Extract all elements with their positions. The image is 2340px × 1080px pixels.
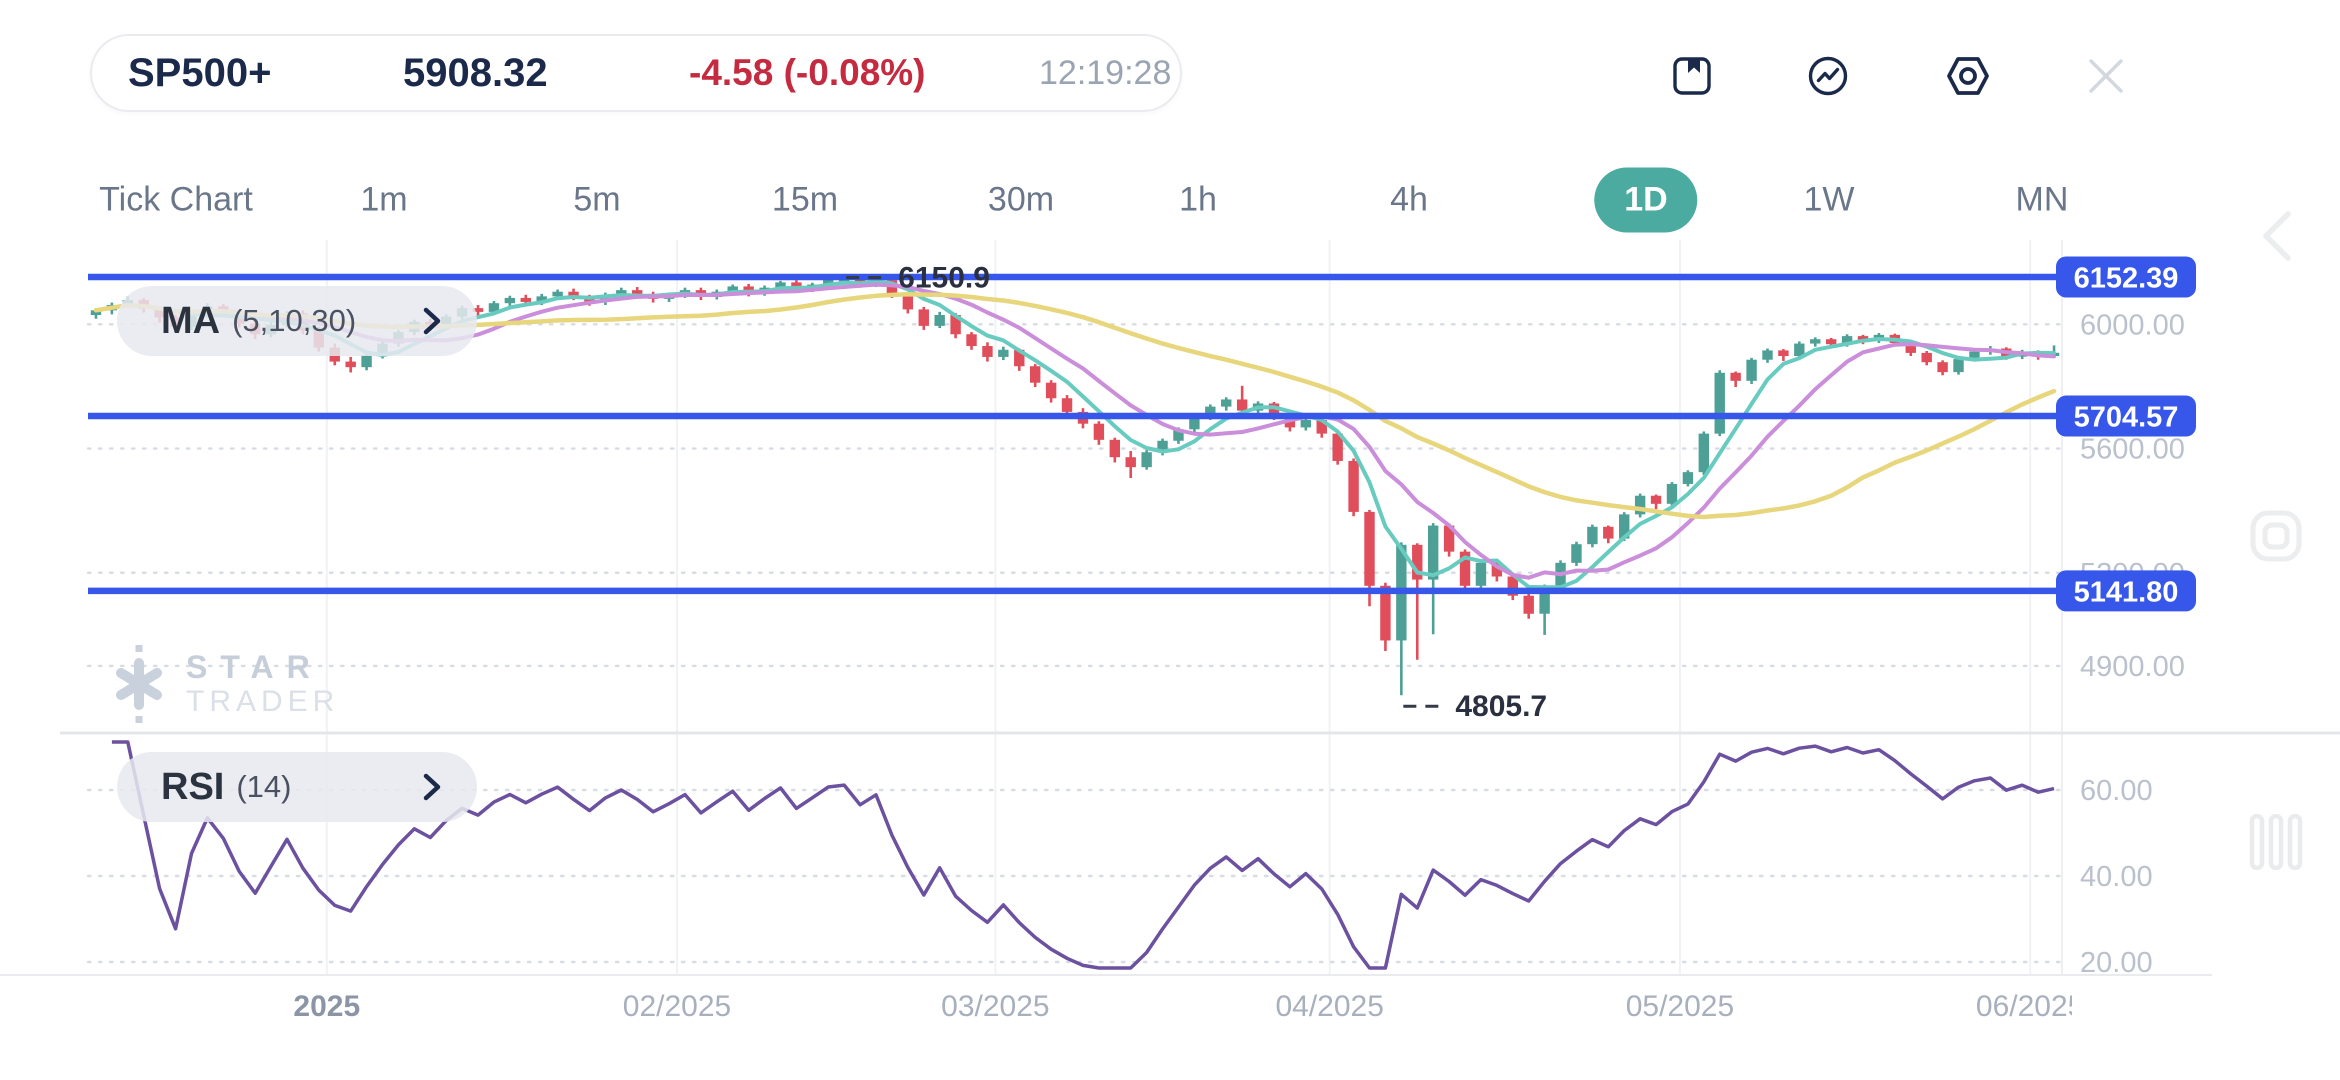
- tab-5m[interactable]: 5m: [555, 169, 638, 232]
- tab-mn[interactable]: MN: [1998, 169, 2087, 232]
- last-price: 5908.32: [403, 51, 548, 95]
- price-level[interactable]: 5704.57: [88, 395, 2196, 437]
- collapse-panel-button[interactable]: [2252, 208, 2308, 267]
- symbol-header: SP500+ 5908.32 -4.58 (-0.08%) 12:19:28: [90, 34, 1182, 112]
- window-icon: [2250, 510, 2302, 562]
- tab-4h[interactable]: 4h: [1372, 169, 1446, 232]
- price-level-badge: [2056, 256, 2196, 298]
- price-level-badge: [2056, 570, 2196, 612]
- bookmark-icon: [1673, 57, 1711, 95]
- chart-text: 6000.00: [2080, 309, 2185, 341]
- chart-text: 02/2025: [623, 990, 731, 1023]
- chart-text: 20.00: [2080, 947, 2153, 979]
- ma-indicator-button[interactable]: MA (5,10,30): [117, 286, 477, 356]
- panel-drag-handle[interactable]: [2248, 813, 2304, 873]
- tab-1d[interactable]: 1D: [1594, 167, 1698, 233]
- watermark-brand-bottom: TRADER: [186, 685, 340, 718]
- close-icon: [2089, 59, 2123, 93]
- watermark: STAR TRADER: [112, 645, 339, 723]
- rsi-label: RSI: [161, 765, 225, 808]
- price-level[interactable]: 5141.80: [88, 570, 2196, 612]
- chart-text: 05/2025: [1626, 990, 1734, 1023]
- rsi-params: (14): [236, 769, 292, 804]
- ma-label: MA: [161, 299, 221, 342]
- chart-text: 6150.9: [898, 261, 990, 294]
- tab-30m[interactable]: 30m: [970, 169, 1072, 232]
- chart-text: 2025: [293, 990, 360, 1023]
- chevron-right-icon: [423, 307, 441, 335]
- chevron-right-icon: [423, 773, 441, 801]
- chart-text: 5704.57: [2074, 402, 2179, 434]
- floating-window-button[interactable]: [2248, 508, 2304, 567]
- drag-handle-icon: [2249, 813, 2303, 871]
- settings-button[interactable]: [1944, 52, 1992, 100]
- indicators-button[interactable]: [1804, 52, 1852, 100]
- chevron-left-icon: [2263, 211, 2291, 261]
- bookmark-button[interactable]: [1668, 52, 1716, 100]
- ma-params: (5,10,30): [232, 303, 357, 338]
- tab-15m[interactable]: 15m: [754, 169, 856, 232]
- time-axis: 2025 02/2025 03/2025 04/2025 05/2025 06/2025: [293, 990, 2084, 1023]
- rsi-indicator-button[interactable]: RSI (14): [117, 752, 477, 822]
- chart-text: 40.00: [2080, 861, 2153, 893]
- price-annotation: 6150.9: [846, 261, 990, 294]
- chart-text: 60.00: [2080, 775, 2153, 807]
- price-axis: 6000.00 5600.00 5200.00 4900.00 60.00 40.00 20…: [2080, 309, 2185, 979]
- chart-text: 5600.00: [2080, 434, 2185, 466]
- chart-text: 06/2025: [1976, 990, 2084, 1023]
- price-annotation: 4805.7: [1403, 690, 1547, 723]
- tab-1h[interactable]: 1h: [1161, 169, 1235, 232]
- settings-icon: [1947, 57, 1989, 95]
- chart-text: 04/2025: [1275, 990, 1383, 1023]
- price-level-badge: [2056, 395, 2196, 437]
- chart-text: 4900.00: [2080, 651, 2185, 683]
- chart-text: 6152.39: [2074, 262, 2179, 294]
- server-time: 12:19:28: [1039, 54, 1172, 92]
- pulse-icon: [1808, 56, 1848, 96]
- tab-tick-chart[interactable]: Tick Chart: [81, 169, 271, 232]
- close-button[interactable]: [2082, 52, 2130, 100]
- chart-text: 5141.80: [2074, 576, 2179, 608]
- chart-text: 03/2025: [941, 990, 1049, 1023]
- watermark-brand-top: STAR: [186, 649, 323, 685]
- price-change: -4.58 (-0.08%): [689, 52, 926, 93]
- tab-1m[interactable]: 1m: [342, 169, 425, 232]
- tab-1w[interactable]: 1W: [1786, 169, 1873, 232]
- star-logo-icon: [116, 645, 162, 723]
- symbol-name: SP500+: [128, 51, 272, 95]
- chart-text: 4805.7: [1455, 690, 1547, 723]
- chart-text: 5200.00: [2080, 558, 2185, 590]
